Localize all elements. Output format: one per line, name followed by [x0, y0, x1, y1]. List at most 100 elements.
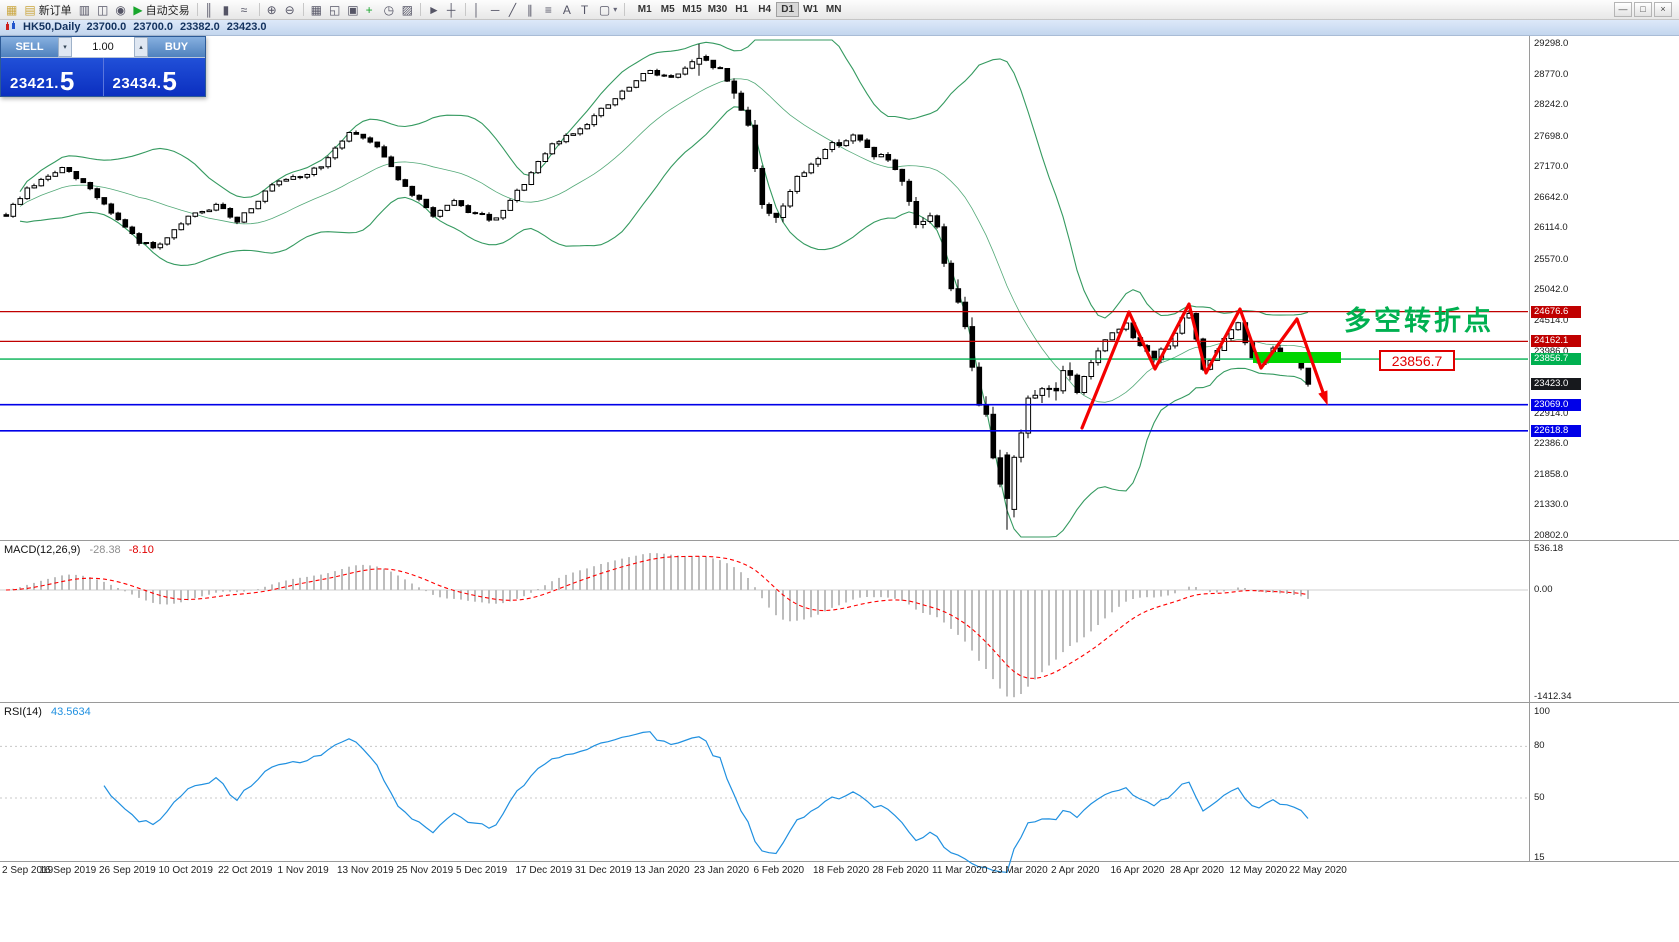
macd-main-value: -28.38: [89, 544, 121, 556]
toolbar-separator: [419, 3, 421, 16]
horizontal-line-button[interactable]: ─: [488, 1, 505, 18]
ohlc-high: 23700.0: [133, 21, 174, 33]
timeframe-m1-button[interactable]: M1: [633, 2, 656, 17]
market-watch-button[interactable]: ▥: [76, 1, 93, 18]
text-button[interactable]: A: [560, 1, 577, 18]
window-minimize-button[interactable]: —: [1614, 2, 1632, 17]
fibonacci-icon: ≡: [544, 2, 552, 17]
bar-chart-icon: ║: [204, 2, 214, 17]
periods-button[interactable]: ◷: [381, 1, 398, 18]
toolbar-separator: [624, 3, 626, 16]
volume-decrease-button[interactable]: ▾: [58, 37, 72, 57]
line-chart-button[interactable]: ≈: [238, 1, 255, 18]
indicators-button[interactable]: +: [363, 1, 380, 18]
volume-input[interactable]: [72, 37, 134, 57]
label-icon: T: [580, 2, 589, 17]
trendline-button[interactable]: ╱: [506, 1, 523, 18]
autotrade-icon: ▶: [133, 2, 143, 17]
cascade-windows-button[interactable]: ◱: [326, 1, 343, 18]
buy-price[interactable]: 23434. 5: [104, 58, 206, 96]
new-chart-button[interactable]: ▦: [3, 1, 20, 18]
window-restore-button[interactable]: □: [1634, 2, 1652, 17]
chart-symbol-period: HK50,Daily: [23, 21, 81, 33]
trendline-icon: ╱: [508, 2, 517, 17]
window-close-button[interactable]: ×: [1654, 2, 1672, 17]
ohlc-close: 23423.0: [226, 21, 267, 33]
sell-button[interactable]: SELL: [1, 37, 58, 57]
autotrade-button[interactable]: ▶ 自动交易: [130, 1, 192, 18]
line-chart-icon: ≈: [240, 2, 248, 17]
new-order-icon: ▤: [24, 2, 36, 17]
timeframe-group: M1 M5 M15 M30 H1 H4 D1 W1 MN: [633, 2, 845, 17]
one-click-trading-panel: SELL ▾ ▴ BUY 23421. 5 23434. 5: [0, 36, 206, 97]
shapes-icon: ▢: [598, 2, 611, 17]
sell-price-big-digit: 5: [59, 65, 75, 96]
timeframe-d1-button[interactable]: D1: [776, 2, 800, 17]
chart-window-caption: HK50,Daily 23700.0 23700.0 23382.0 23423…: [0, 19, 1679, 36]
crosshair-button[interactable]: ┼: [444, 1, 461, 18]
buy-button[interactable]: BUY: [148, 37, 205, 57]
timeframe-mn-button[interactable]: MN: [822, 2, 845, 17]
cursor-button[interactable]: ►: [425, 1, 443, 18]
price-level-label[interactable]: 23856.7: [1379, 350, 1455, 371]
new-order-button-label: 新订单: [38, 4, 72, 17]
toolbar-separator: [196, 3, 198, 16]
rsi-value: 43.5634: [50, 706, 91, 718]
zoom-out-icon: ⊖: [284, 2, 295, 17]
tile-windows-button[interactable]: ▦: [308, 1, 325, 18]
rsi-indicator-label: RSI(14) 43.5634: [4, 706, 91, 718]
candle-chart-button[interactable]: ▮: [220, 1, 237, 18]
timeframe-h1-button[interactable]: H1: [730, 2, 753, 17]
macd-name: MACD(12,26,9): [4, 544, 81, 556]
horizontal-line-icon: ─: [490, 2, 500, 17]
timeframe-h4-button[interactable]: H4: [753, 2, 776, 17]
sell-price[interactable]: 23421. 5: [1, 58, 104, 96]
candle-chart-icon: ▮: [222, 2, 230, 17]
vertical-line-button[interactable]: │: [470, 1, 487, 18]
arrange-windows-button[interactable]: ▣: [344, 1, 361, 18]
toolbar-separator: [258, 3, 260, 16]
label-button[interactable]: T: [578, 1, 595, 18]
trade-panel-prices: 23421. 5 23434. 5: [1, 58, 205, 96]
bar-chart-button[interactable]: ║: [202, 1, 219, 18]
timeframe-m5-button[interactable]: M5: [656, 2, 679, 17]
templates-icon: ▨: [401, 2, 413, 17]
shapes-button[interactable]: ▢ ▾: [596, 1, 620, 18]
volume-increase-button[interactable]: ▴: [134, 37, 148, 57]
chevron-down-icon: ▾: [613, 5, 618, 14]
data-window-icon: ◫: [97, 2, 109, 17]
data-window-button[interactable]: ◫: [94, 1, 111, 18]
zoom-out-button[interactable]: ⊖: [282, 1, 299, 18]
toolbar: ▦ ▤ 新订单 ▥ ◫ ◉ ▶ 自动交易 ║ ▮ ≈ ⊕ ⊖ ▦ ◱ ▣ + ◷ ▨ ► ┼ │ ─ ╱ ∥ ≡ A T ▢ ▾ M1 M5 M…: [0, 0, 1679, 20]
tile-windows-icon: ▦: [310, 2, 322, 17]
templates-button[interactable]: ▨: [399, 1, 416, 18]
vertical-line-icon: │: [472, 2, 481, 17]
buy-price-big-digit: 5: [162, 65, 177, 96]
market-watch-icon: ▥: [78, 2, 91, 17]
trade-panel-controls: SELL ▾ ▴ BUY: [1, 37, 205, 58]
timeframe-m15-button[interactable]: M15: [679, 2, 704, 17]
zoom-in-button[interactable]: ⊕: [264, 1, 281, 18]
cascade-windows-icon: ◱: [328, 2, 341, 17]
ohlc-open: 23700.0: [86, 21, 127, 33]
timeframe-w1-button[interactable]: W1: [799, 2, 822, 17]
timeframe-m30-button[interactable]: M30: [705, 2, 730, 17]
zoom-in-icon: ⊕: [266, 2, 277, 17]
fibonacci-button[interactable]: ≡: [542, 1, 559, 18]
buy-price-main: 23434.: [112, 75, 162, 92]
crosshair-icon: ┼: [446, 2, 456, 17]
macd-signal-value: -8.10: [128, 544, 154, 556]
autotrade-button-label: 自动交易: [145, 4, 190, 17]
sell-price-main: 23421.: [10, 75, 59, 92]
macd-indicator-label: MACD(12,26,9) -28.38 -8.10: [4, 544, 154, 556]
turning-point-annotation[interactable]: 多空转折点: [1344, 306, 1494, 336]
new-order-button[interactable]: ▤ 新订单: [21, 1, 74, 18]
channel-button[interactable]: ∥: [524, 1, 541, 18]
window-controls: — □ ×: [1614, 2, 1676, 17]
candlestick-icon: [5, 20, 17, 34]
cursor-icon: ►: [427, 2, 440, 17]
rsi-name: RSI(14): [4, 706, 42, 718]
navigator-icon: ◉: [115, 2, 126, 17]
navigator-button[interactable]: ◉: [112, 1, 129, 18]
